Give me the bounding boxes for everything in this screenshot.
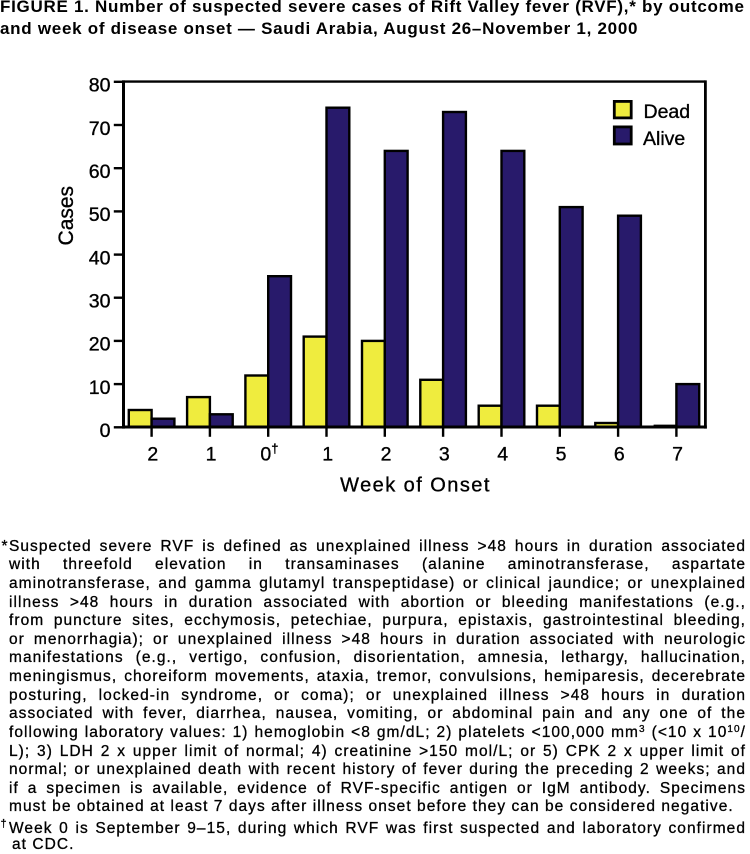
- svg-text:40: 40: [89, 247, 111, 269]
- svg-text:1: 1: [322, 444, 333, 466]
- svg-text:80: 80: [89, 75, 111, 97]
- svg-text:7: 7: [672, 444, 683, 466]
- svg-text:2: 2: [381, 444, 392, 466]
- svg-text:3: 3: [439, 444, 450, 466]
- svg-text:Week of Onset: Week of Onset: [340, 475, 491, 497]
- svg-text:30: 30: [89, 291, 111, 313]
- svg-text:70: 70: [89, 118, 111, 140]
- svg-text:1: 1: [206, 444, 217, 466]
- svg-text:Cases: Cases: [55, 186, 78, 246]
- svg-text:0: 0: [100, 420, 111, 442]
- svg-text:0†: 0†: [260, 441, 278, 466]
- svg-text:6: 6: [614, 444, 625, 466]
- svg-text:Alive: Alive: [643, 128, 685, 150]
- svg-text:50: 50: [89, 204, 111, 226]
- svg-text:5: 5: [556, 444, 567, 466]
- svg-text:60: 60: [89, 161, 111, 183]
- svg-text:2: 2: [147, 444, 158, 466]
- svg-text:20: 20: [89, 334, 111, 356]
- svg-text:4: 4: [497, 444, 508, 466]
- svg-text:Dead: Dead: [644, 101, 691, 123]
- svg-text:10: 10: [89, 377, 111, 399]
